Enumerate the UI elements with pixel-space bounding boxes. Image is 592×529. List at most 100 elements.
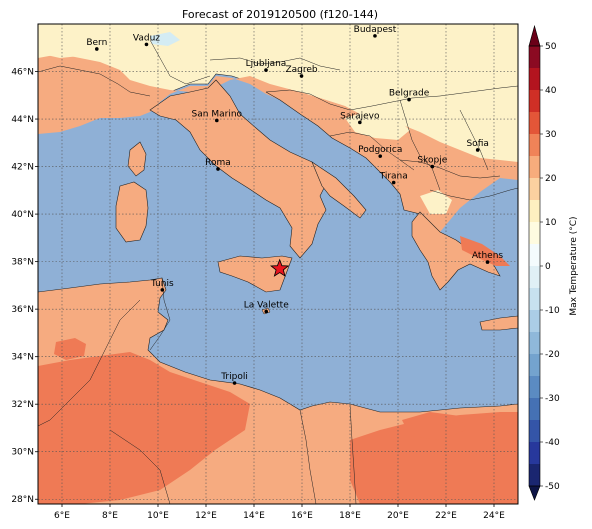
lon-tick-label: 8°E xyxy=(102,511,118,521)
city-dot xyxy=(373,34,377,38)
city-dot xyxy=(475,148,480,152)
city-podgorica: Podgorica xyxy=(358,145,402,158)
city-label: Zagreb xyxy=(285,65,317,75)
crete-land xyxy=(479,315,518,331)
colorbar-segment xyxy=(529,178,540,200)
colorbar-segment xyxy=(529,112,540,134)
lon-tick-label: 10°E xyxy=(147,511,169,521)
colorbar-tick-label: 50 xyxy=(545,42,557,52)
city-vaduz: Vaduz xyxy=(133,33,160,47)
colorbar-tick-label: -20 xyxy=(545,350,560,360)
city-label: Ljubljana xyxy=(246,59,287,69)
city-label: Podgorica xyxy=(358,145,402,155)
colorbar-tick-label: 30 xyxy=(545,130,557,140)
alps-mild-patch xyxy=(40,32,90,58)
lon-tick-label: 14°E xyxy=(243,511,265,521)
colorbar-extend-high xyxy=(528,24,541,47)
colorbar-segment xyxy=(529,46,540,68)
colorbar-segment xyxy=(529,90,540,112)
colorbar-tick-label: 40 xyxy=(545,86,557,96)
city-label: Skopje xyxy=(417,156,447,166)
city-label: Vaduz xyxy=(133,33,160,43)
lon-tick-label: 24°E xyxy=(483,511,505,521)
apulia-land xyxy=(311,161,367,219)
city-ljubljana: Ljubljana xyxy=(246,59,287,72)
city-bern: Bern xyxy=(86,38,107,51)
city-label: La Valette xyxy=(244,301,289,311)
city-dot xyxy=(358,120,362,125)
lon-tick-label: 16°E xyxy=(291,511,313,521)
city-sarajevo: Sarajevo xyxy=(340,111,380,125)
africa-hot-zone-east xyxy=(350,412,518,504)
lon-tick-label: 6°E xyxy=(54,511,70,521)
location-marker xyxy=(270,258,290,277)
colorbar-segment xyxy=(529,442,540,464)
city-dot xyxy=(407,97,411,102)
map-frame xyxy=(37,23,519,505)
lat-tick-label: 34°N xyxy=(11,353,34,363)
city-label: Sofia xyxy=(466,139,488,149)
lat-tick-label: 36°N xyxy=(11,305,34,315)
greece-mild-patch xyxy=(420,190,452,214)
greece-hot-patch xyxy=(460,236,510,266)
city-zagreb: Zagreb xyxy=(285,65,318,78)
colorbar-segment xyxy=(529,200,540,222)
city-dot xyxy=(378,154,383,158)
colorbar-segment xyxy=(529,68,540,90)
city-label: Sarajevo xyxy=(340,111,380,121)
city-dot xyxy=(485,260,490,264)
figure-title: Forecast of 2019120500 (f120-144) xyxy=(182,8,378,21)
latitude-axis: 28°N 30°N 32°N 34°N 36°N 38°N 40°N 42°N 44°N 46°N xyxy=(11,68,38,505)
colorbar-tick-label: -50 xyxy=(545,482,560,492)
city-dot xyxy=(264,309,269,314)
city-dot xyxy=(95,47,99,51)
city-label: Tunis xyxy=(150,279,174,289)
city-athens: Athens xyxy=(472,251,503,264)
city-tirana: Tirana xyxy=(379,171,408,185)
colorbar-extend-low xyxy=(528,485,541,501)
colorbar-segment xyxy=(529,354,540,376)
colorbar-tick-label: 10 xyxy=(545,218,557,228)
lat-tick-label: 28°N xyxy=(11,495,34,505)
lat-tick-label: 30°N xyxy=(11,448,34,458)
lat-tick-label: 46°N xyxy=(11,68,34,78)
alps-cool-patch xyxy=(150,32,180,46)
map-gridlines xyxy=(38,24,518,504)
city-label: Athens xyxy=(472,251,503,261)
city-dot xyxy=(144,42,149,47)
city-tunis: Tunis xyxy=(150,279,174,292)
city-label: Tripoli xyxy=(220,372,248,382)
colorbar-tick-label: -30 xyxy=(545,394,560,404)
lat-tick-label: 32°N xyxy=(11,400,34,410)
city-san-marino: San Marino xyxy=(192,109,243,123)
balkan-coast xyxy=(265,91,431,233)
city-dot xyxy=(264,68,268,72)
city-label: Tirana xyxy=(379,171,408,181)
colorbar-segment xyxy=(529,134,540,156)
city-la-valette: La Valette xyxy=(244,301,289,314)
lat-tick-label: 40°N xyxy=(11,210,34,220)
city-dot xyxy=(215,118,219,123)
balkan-mild-patch xyxy=(345,110,410,140)
colorbar-segment xyxy=(529,332,540,354)
city-tripoli: Tripoli xyxy=(220,372,248,385)
city-roma: Roma xyxy=(205,158,231,171)
country-borders xyxy=(38,39,518,504)
city-sofia: Sofia xyxy=(466,139,489,152)
colorbar-segment xyxy=(529,288,540,310)
city-dot xyxy=(160,288,165,292)
city-label: Roma xyxy=(205,158,231,168)
lon-tick-label: 12°E xyxy=(195,511,217,521)
colorbar-segment xyxy=(529,420,540,442)
sicily-land xyxy=(217,255,293,293)
city-label: San Marino xyxy=(192,109,243,119)
colorbar-segment xyxy=(529,222,540,244)
lat-tick-label: 42°N xyxy=(11,163,34,173)
lon-tick-label: 18°E xyxy=(339,511,361,521)
city-label: Budapest xyxy=(354,25,397,35)
city-belgrade: Belgrade xyxy=(389,89,430,102)
city-label: Belgrade xyxy=(389,89,430,99)
city-dot xyxy=(216,167,220,171)
temperature-colorbar: -50 -40 -30 -20 -10 0 10 20 30 40 50 xyxy=(528,24,560,501)
